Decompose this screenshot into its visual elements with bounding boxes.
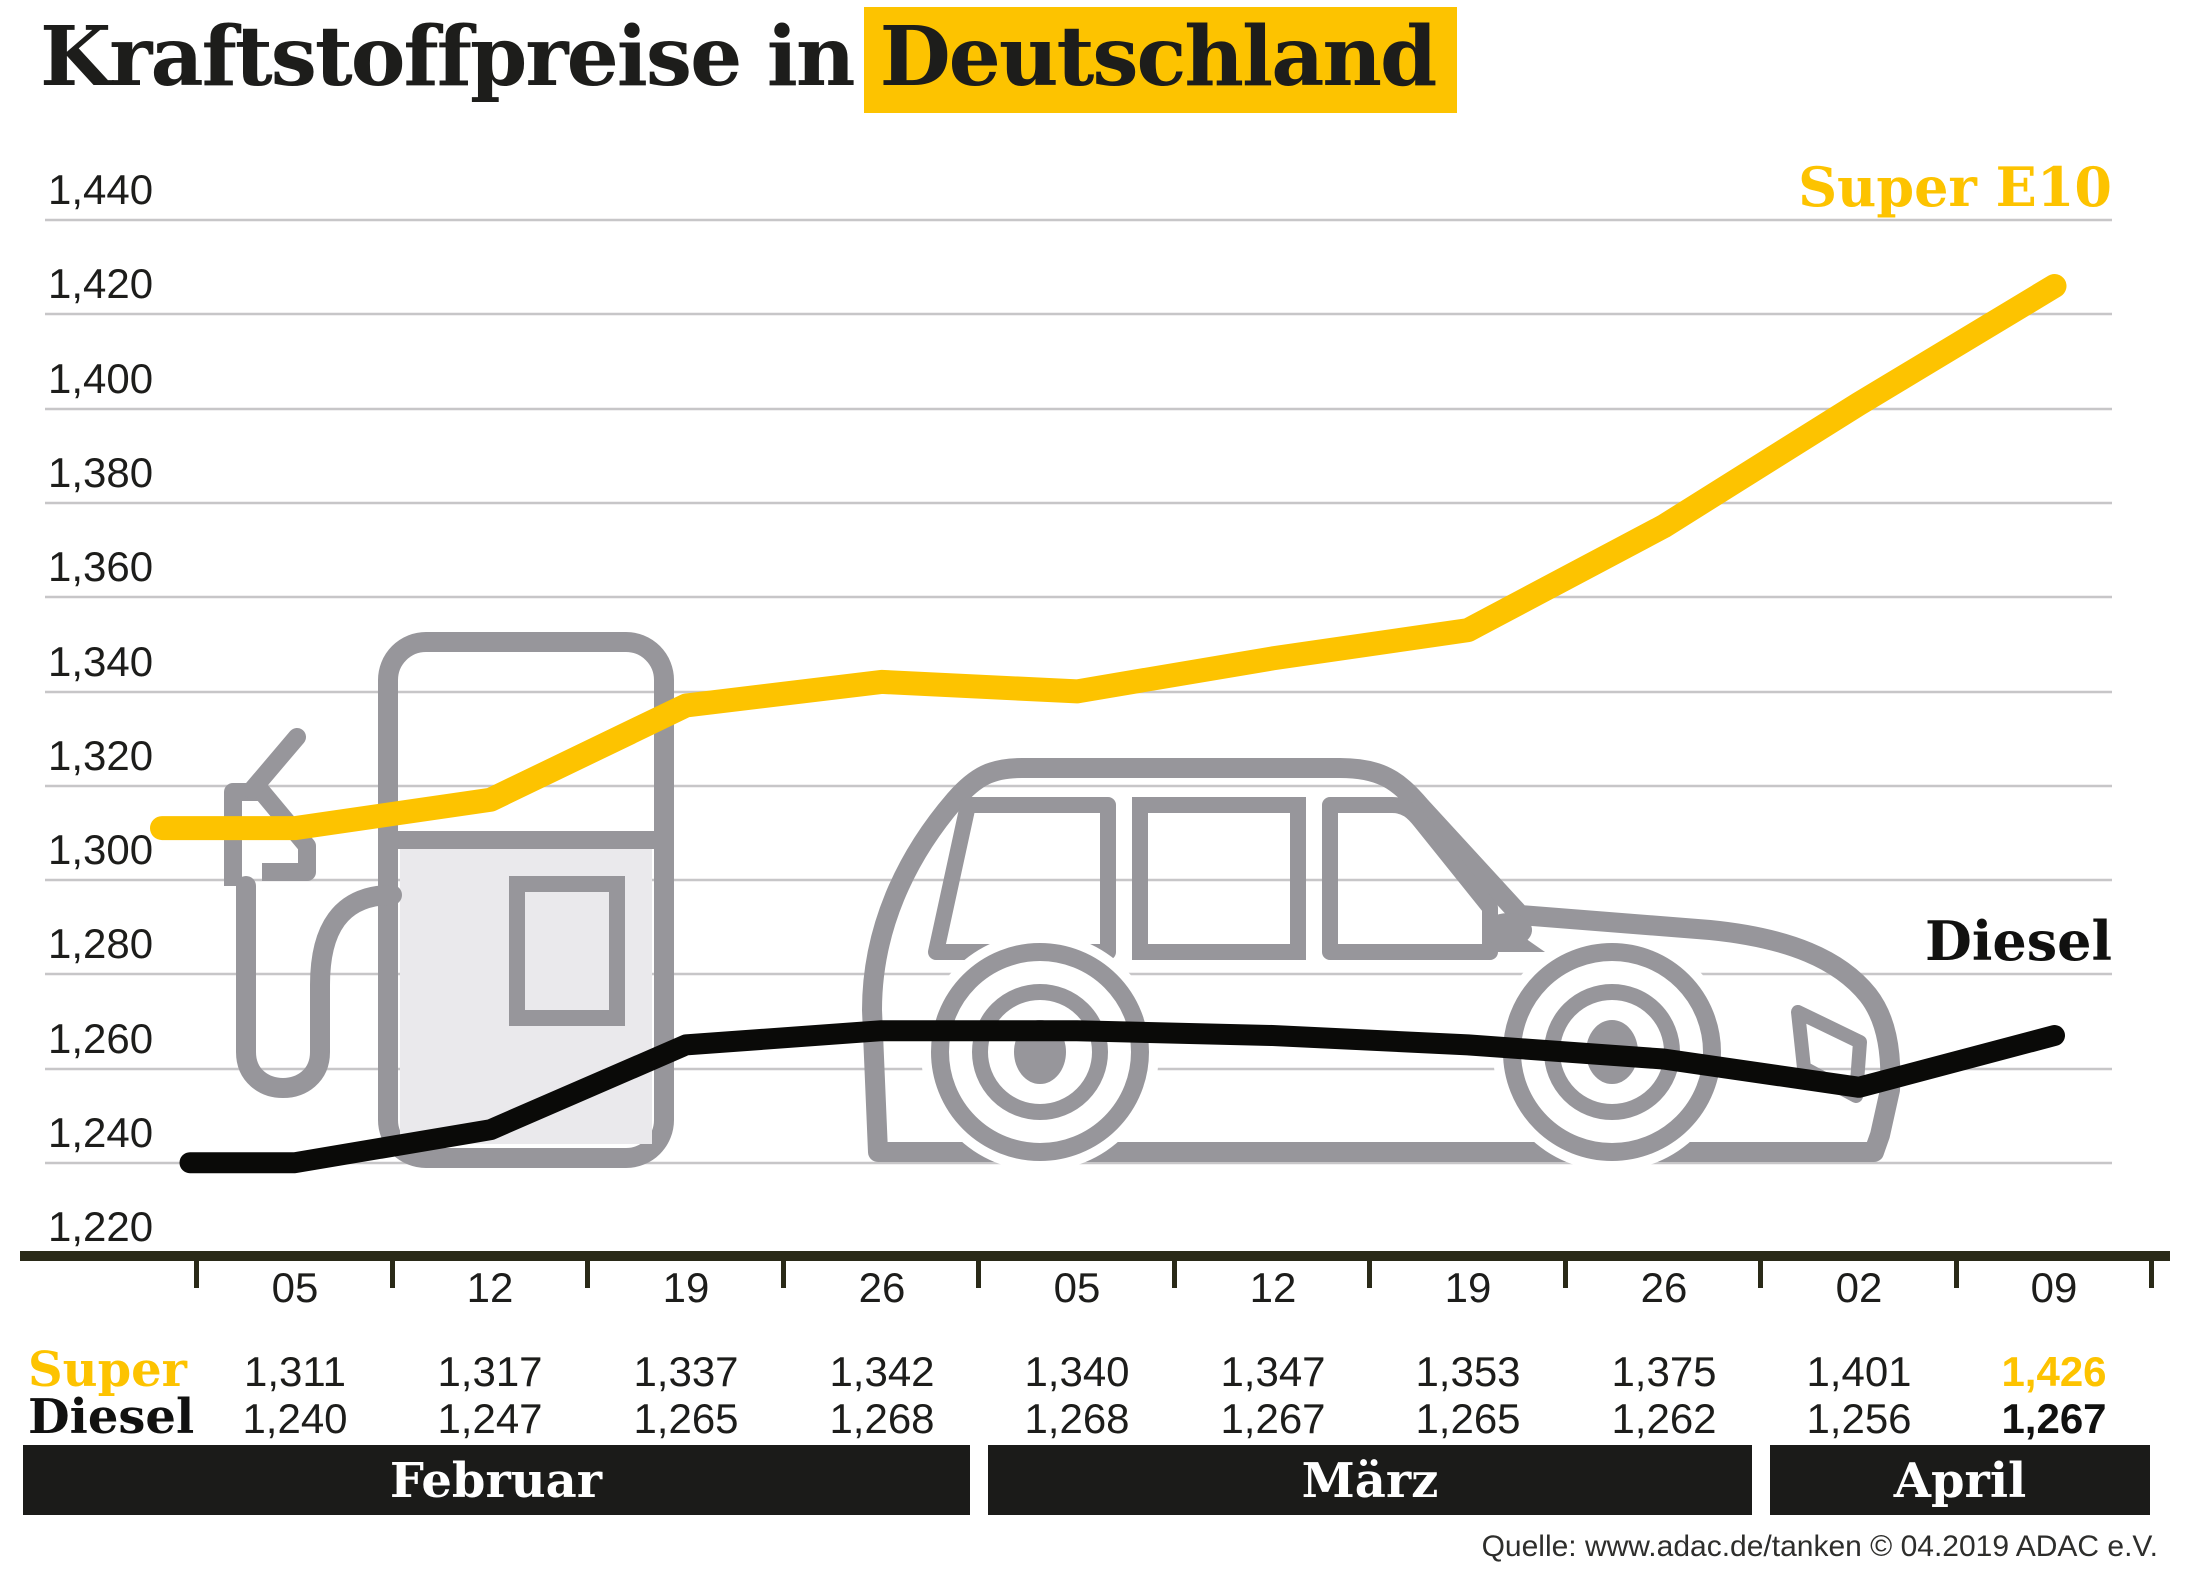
date-label: 05 xyxy=(1054,1264,1101,1311)
month-label: April xyxy=(1893,1453,2027,1509)
diesel-value: 1,262 xyxy=(1611,1395,1716,1442)
y-tick-label: 1,340 xyxy=(48,638,153,685)
date-label: 19 xyxy=(663,1264,710,1311)
super-value: 1,375 xyxy=(1611,1348,1716,1395)
date-labels: 05 12 19 26 05 12 19 26 02 09 xyxy=(272,1264,2078,1311)
super-value: 1,342 xyxy=(829,1348,934,1395)
date-label: 12 xyxy=(467,1264,514,1311)
y-tick-label: 1,440 xyxy=(48,166,153,213)
super-value-latest: 1,426 xyxy=(2001,1348,2106,1395)
diesel-value: 1,268 xyxy=(1024,1395,1129,1442)
diesel-value-latest: 1,267 xyxy=(2001,1395,2106,1442)
x-axis-line xyxy=(20,1251,2170,1261)
month-label: März xyxy=(1302,1453,1439,1509)
y-tick-label: 1,280 xyxy=(48,920,153,967)
super-value: 1,347 xyxy=(1220,1348,1325,1395)
y-tick-label: 1,360 xyxy=(48,543,153,590)
date-label: 26 xyxy=(1641,1264,1688,1311)
y-tick-label: 1,220 xyxy=(48,1203,153,1250)
date-label: 26 xyxy=(859,1264,906,1311)
y-tick-label: 1,240 xyxy=(48,1109,153,1156)
y-axis-labels: 1,440 1,420 1,400 1,380 1,360 1,340 1,32… xyxy=(48,166,153,1250)
date-label: 02 xyxy=(1836,1264,1883,1311)
date-label: 09 xyxy=(2031,1264,2078,1311)
date-label: 05 xyxy=(272,1264,319,1311)
diesel-row-label: Diesel xyxy=(28,1389,194,1445)
diesel-value: 1,256 xyxy=(1806,1395,1911,1442)
y-tick-label: 1,380 xyxy=(48,449,153,496)
super-row: Super 1,311 1,317 1,337 1,342 1,340 1,34… xyxy=(28,1342,2107,1398)
super-row-label: Super xyxy=(28,1342,188,1398)
y-tick-label: 1,300 xyxy=(48,826,153,873)
diesel-value: 1,265 xyxy=(633,1395,738,1442)
super-value: 1,401 xyxy=(1806,1348,1911,1395)
fuel-pump-icon xyxy=(224,632,674,1168)
diesel-value: 1,265 xyxy=(1415,1395,1520,1442)
car-icon xyxy=(862,758,1901,1171)
source-credit: Quelle: www.adac.de/tanken © 04.2019 ADA… xyxy=(1482,1530,2158,1563)
super-e10-series-label: Super E10 xyxy=(1798,155,2112,219)
super-e10-line xyxy=(150,274,2067,841)
title-highlight: Deutschland xyxy=(863,7,1458,113)
super-value: 1,353 xyxy=(1415,1348,1520,1395)
super-value: 1,317 xyxy=(437,1348,542,1395)
month-label: Februar xyxy=(390,1453,603,1509)
month-bars: Februar März April xyxy=(23,1445,2150,1515)
date-label: 19 xyxy=(1445,1264,1492,1311)
diesel-value: 1,247 xyxy=(437,1395,542,1442)
y-tick-label: 1,320 xyxy=(48,732,153,779)
month-bar-februar xyxy=(23,1445,970,1515)
super-value: 1,340 xyxy=(1024,1348,1129,1395)
diesel-line xyxy=(179,1020,2065,1174)
x-axis-ticks xyxy=(194,1251,2154,1288)
super-value: 1,337 xyxy=(633,1348,738,1395)
super-value: 1,311 xyxy=(244,1348,346,1395)
title-plain: Kraftstoffpreise in xyxy=(40,9,856,105)
diesel-series-label: Diesel xyxy=(1925,909,2112,973)
diesel-row: Diesel 1,240 1,247 1,265 1,268 1,268 1,2… xyxy=(28,1389,2107,1445)
diesel-value: 1,267 xyxy=(1220,1395,1325,1442)
y-tick-label: 1,420 xyxy=(48,260,153,307)
page-title: Kraftstoffpreise in Deutschland xyxy=(40,7,1458,113)
y-tick-label: 1,260 xyxy=(48,1015,153,1062)
y-tick-label: 1,400 xyxy=(48,355,153,402)
date-label: 12 xyxy=(1250,1264,1297,1311)
diesel-value: 1,268 xyxy=(829,1395,934,1442)
month-bar-april xyxy=(1770,1445,2150,1515)
month-bar-maerz xyxy=(988,1445,1752,1515)
diesel-value: 1,240 xyxy=(242,1395,347,1442)
